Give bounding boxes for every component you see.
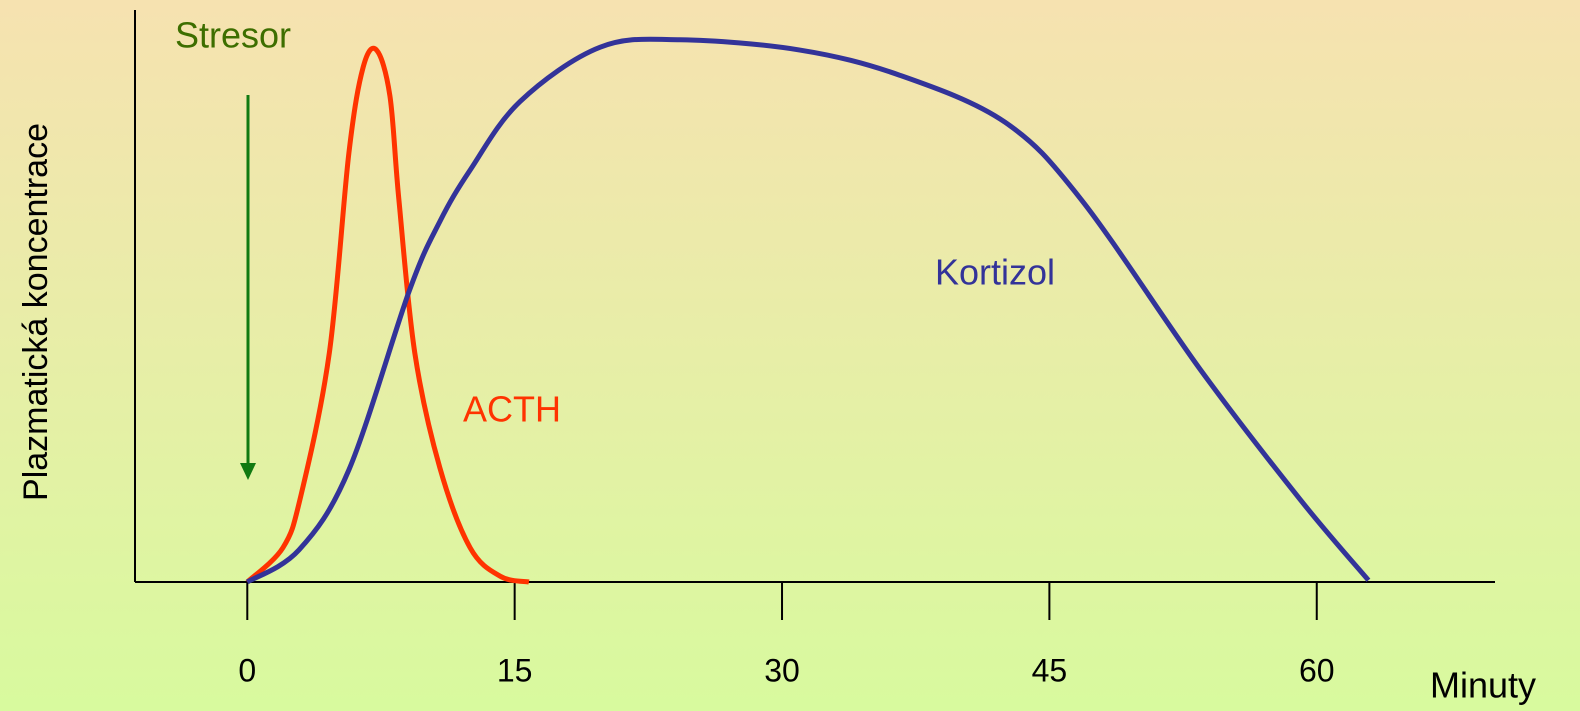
arrow-head (240, 463, 256, 480)
x-tick-label: 60 (1299, 652, 1335, 688)
line (245, 45, 530, 585)
y-axis-label: Plazmatická koncentrace (17, 123, 55, 501)
x-tick-label: 45 (1032, 652, 1068, 688)
line (245, 36, 1371, 585)
legend-label: ACTH (463, 389, 561, 430)
x-tick-label: 0 (238, 652, 256, 688)
x-axis-label: Minuty (1430, 665, 1536, 706)
legend-label: Kortizol (935, 252, 1055, 293)
x-tick-label: 30 (764, 652, 800, 688)
annotation: Stresor (175, 15, 291, 56)
x-tick-label: 15 (497, 652, 533, 688)
